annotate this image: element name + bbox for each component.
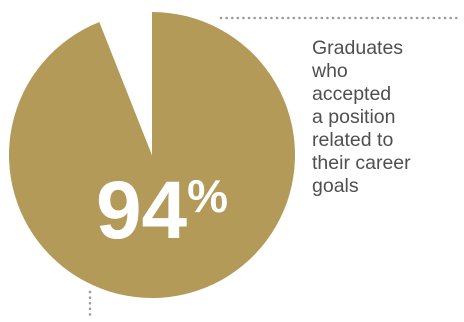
- pie-slice-main: [8, 12, 295, 298]
- pie-slices: [8, 12, 295, 298]
- percent-unit: %: [187, 170, 228, 222]
- pie-slice-gap: [99, 12, 152, 155]
- big-percent-label: 94%: [96, 165, 228, 256]
- percent-number: 94: [96, 165, 188, 256]
- chart-caption: Graduates who accepted a position relate…: [312, 37, 411, 197]
